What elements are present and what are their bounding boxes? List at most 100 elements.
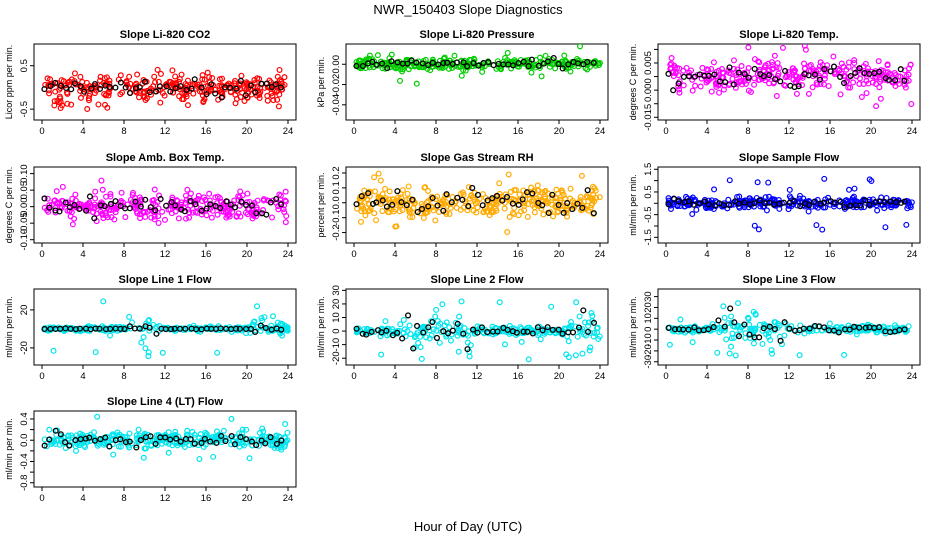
data-point bbox=[568, 319, 575, 326]
reference-point bbox=[523, 189, 531, 196]
data-point bbox=[189, 209, 196, 216]
data-point bbox=[586, 347, 593, 354]
x-tick-label: 8 bbox=[745, 371, 750, 382]
panel-title: Slope Li-820 CO2 bbox=[120, 29, 210, 41]
data-point bbox=[745, 315, 752, 322]
data-point bbox=[726, 350, 733, 357]
data-point bbox=[548, 303, 555, 310]
data-point bbox=[853, 73, 860, 80]
data-point bbox=[367, 205, 374, 212]
data-point bbox=[905, 65, 912, 72]
data-point bbox=[851, 59, 858, 66]
data-point bbox=[815, 66, 822, 73]
panel-7: Slope Line 1 Flow 0 4 8 12 16 20 24 -20 20 ml/min … bbox=[4, 274, 297, 382]
reference-point bbox=[41, 195, 48, 202]
data-point bbox=[493, 207, 500, 214]
data-point bbox=[731, 334, 738, 341]
reference-point bbox=[258, 437, 265, 444]
reference-point bbox=[881, 198, 888, 205]
data-point bbox=[720, 303, 727, 310]
y-tick-label: -0.05 bbox=[19, 212, 30, 234]
reference-point bbox=[590, 319, 598, 326]
data-point bbox=[219, 75, 226, 82]
data-point bbox=[136, 435, 143, 442]
reference-point bbox=[370, 200, 377, 207]
reference-point bbox=[107, 200, 114, 208]
y-axis-label: ml/min per min. bbox=[628, 296, 638, 358]
reference-point bbox=[549, 191, 556, 198]
data-point bbox=[516, 191, 523, 198]
data-point bbox=[902, 84, 909, 91]
reference-point bbox=[460, 330, 467, 337]
data-point bbox=[504, 229, 511, 236]
data-point bbox=[736, 193, 743, 200]
reference-point bbox=[440, 328, 447, 335]
data-point bbox=[235, 210, 242, 217]
x-tick-label: 16 bbox=[201, 371, 212, 382]
reference-point bbox=[449, 327, 456, 334]
data-point bbox=[146, 317, 153, 324]
data-point bbox=[141, 93, 148, 100]
reference-point bbox=[730, 81, 737, 88]
panel-title: Slope Line 2 Flow bbox=[431, 274, 524, 286]
data-point bbox=[108, 432, 115, 439]
panel-title: Slope Line 3 Flow bbox=[743, 274, 836, 286]
reference-point bbox=[56, 208, 63, 215]
x-tick-label: 16 bbox=[201, 249, 212, 260]
y-tick-label: 20 bbox=[19, 305, 30, 316]
data-point bbox=[408, 209, 415, 216]
data-point bbox=[50, 347, 57, 354]
data-point bbox=[860, 81, 867, 88]
data-point bbox=[67, 213, 74, 220]
reference-point bbox=[126, 205, 134, 212]
data-point bbox=[496, 299, 503, 306]
panel-title: Slope Li-820 Temp. bbox=[739, 29, 838, 41]
data-point bbox=[189, 428, 196, 435]
data-point bbox=[385, 208, 392, 215]
data-point bbox=[542, 187, 549, 194]
points bbox=[41, 177, 290, 228]
data-point bbox=[282, 188, 289, 195]
reference-point bbox=[252, 89, 259, 96]
reference-point bbox=[827, 68, 834, 75]
data-point bbox=[676, 89, 683, 96]
x-tick-label: 24 bbox=[283, 126, 294, 137]
reference-point bbox=[777, 337, 784, 344]
reference-point bbox=[183, 86, 190, 93]
panel-1: Slope Li-820 CO2 0 4 8 12 16 20 24 -0.5 0.5 Licor … bbox=[4, 29, 297, 137]
data-point bbox=[776, 65, 783, 72]
reference-point bbox=[405, 312, 412, 319]
data-point bbox=[779, 44, 786, 51]
y-tick-label: 0.10 bbox=[19, 164, 30, 183]
reference-point bbox=[731, 319, 738, 326]
reference-point bbox=[394, 59, 401, 66]
reference-point bbox=[163, 83, 170, 90]
data-point bbox=[549, 60, 556, 67]
data-point bbox=[415, 339, 422, 346]
x-tick-label: 0 bbox=[351, 126, 356, 137]
reference-point bbox=[509, 200, 516, 207]
data-point bbox=[159, 349, 166, 356]
data-point bbox=[77, 94, 84, 101]
data-point bbox=[275, 206, 282, 213]
reference-point bbox=[420, 329, 427, 336]
reference-point bbox=[168, 198, 175, 206]
reference-point bbox=[379, 197, 386, 204]
data-point bbox=[283, 213, 290, 220]
data-point bbox=[269, 313, 276, 320]
reference-point bbox=[454, 320, 461, 327]
reference-point bbox=[443, 191, 450, 198]
data-point bbox=[539, 189, 546, 196]
reference-point bbox=[821, 66, 828, 73]
data-point bbox=[494, 58, 501, 65]
points bbox=[353, 298, 603, 363]
reference-point bbox=[236, 325, 243, 332]
data-point bbox=[820, 81, 827, 88]
reference-point bbox=[132, 198, 139, 205]
data-point bbox=[877, 78, 884, 85]
data-point bbox=[165, 449, 172, 456]
data-point bbox=[727, 202, 734, 209]
reference-point bbox=[800, 325, 807, 332]
reference-point bbox=[429, 194, 436, 202]
data-point bbox=[239, 426, 246, 433]
